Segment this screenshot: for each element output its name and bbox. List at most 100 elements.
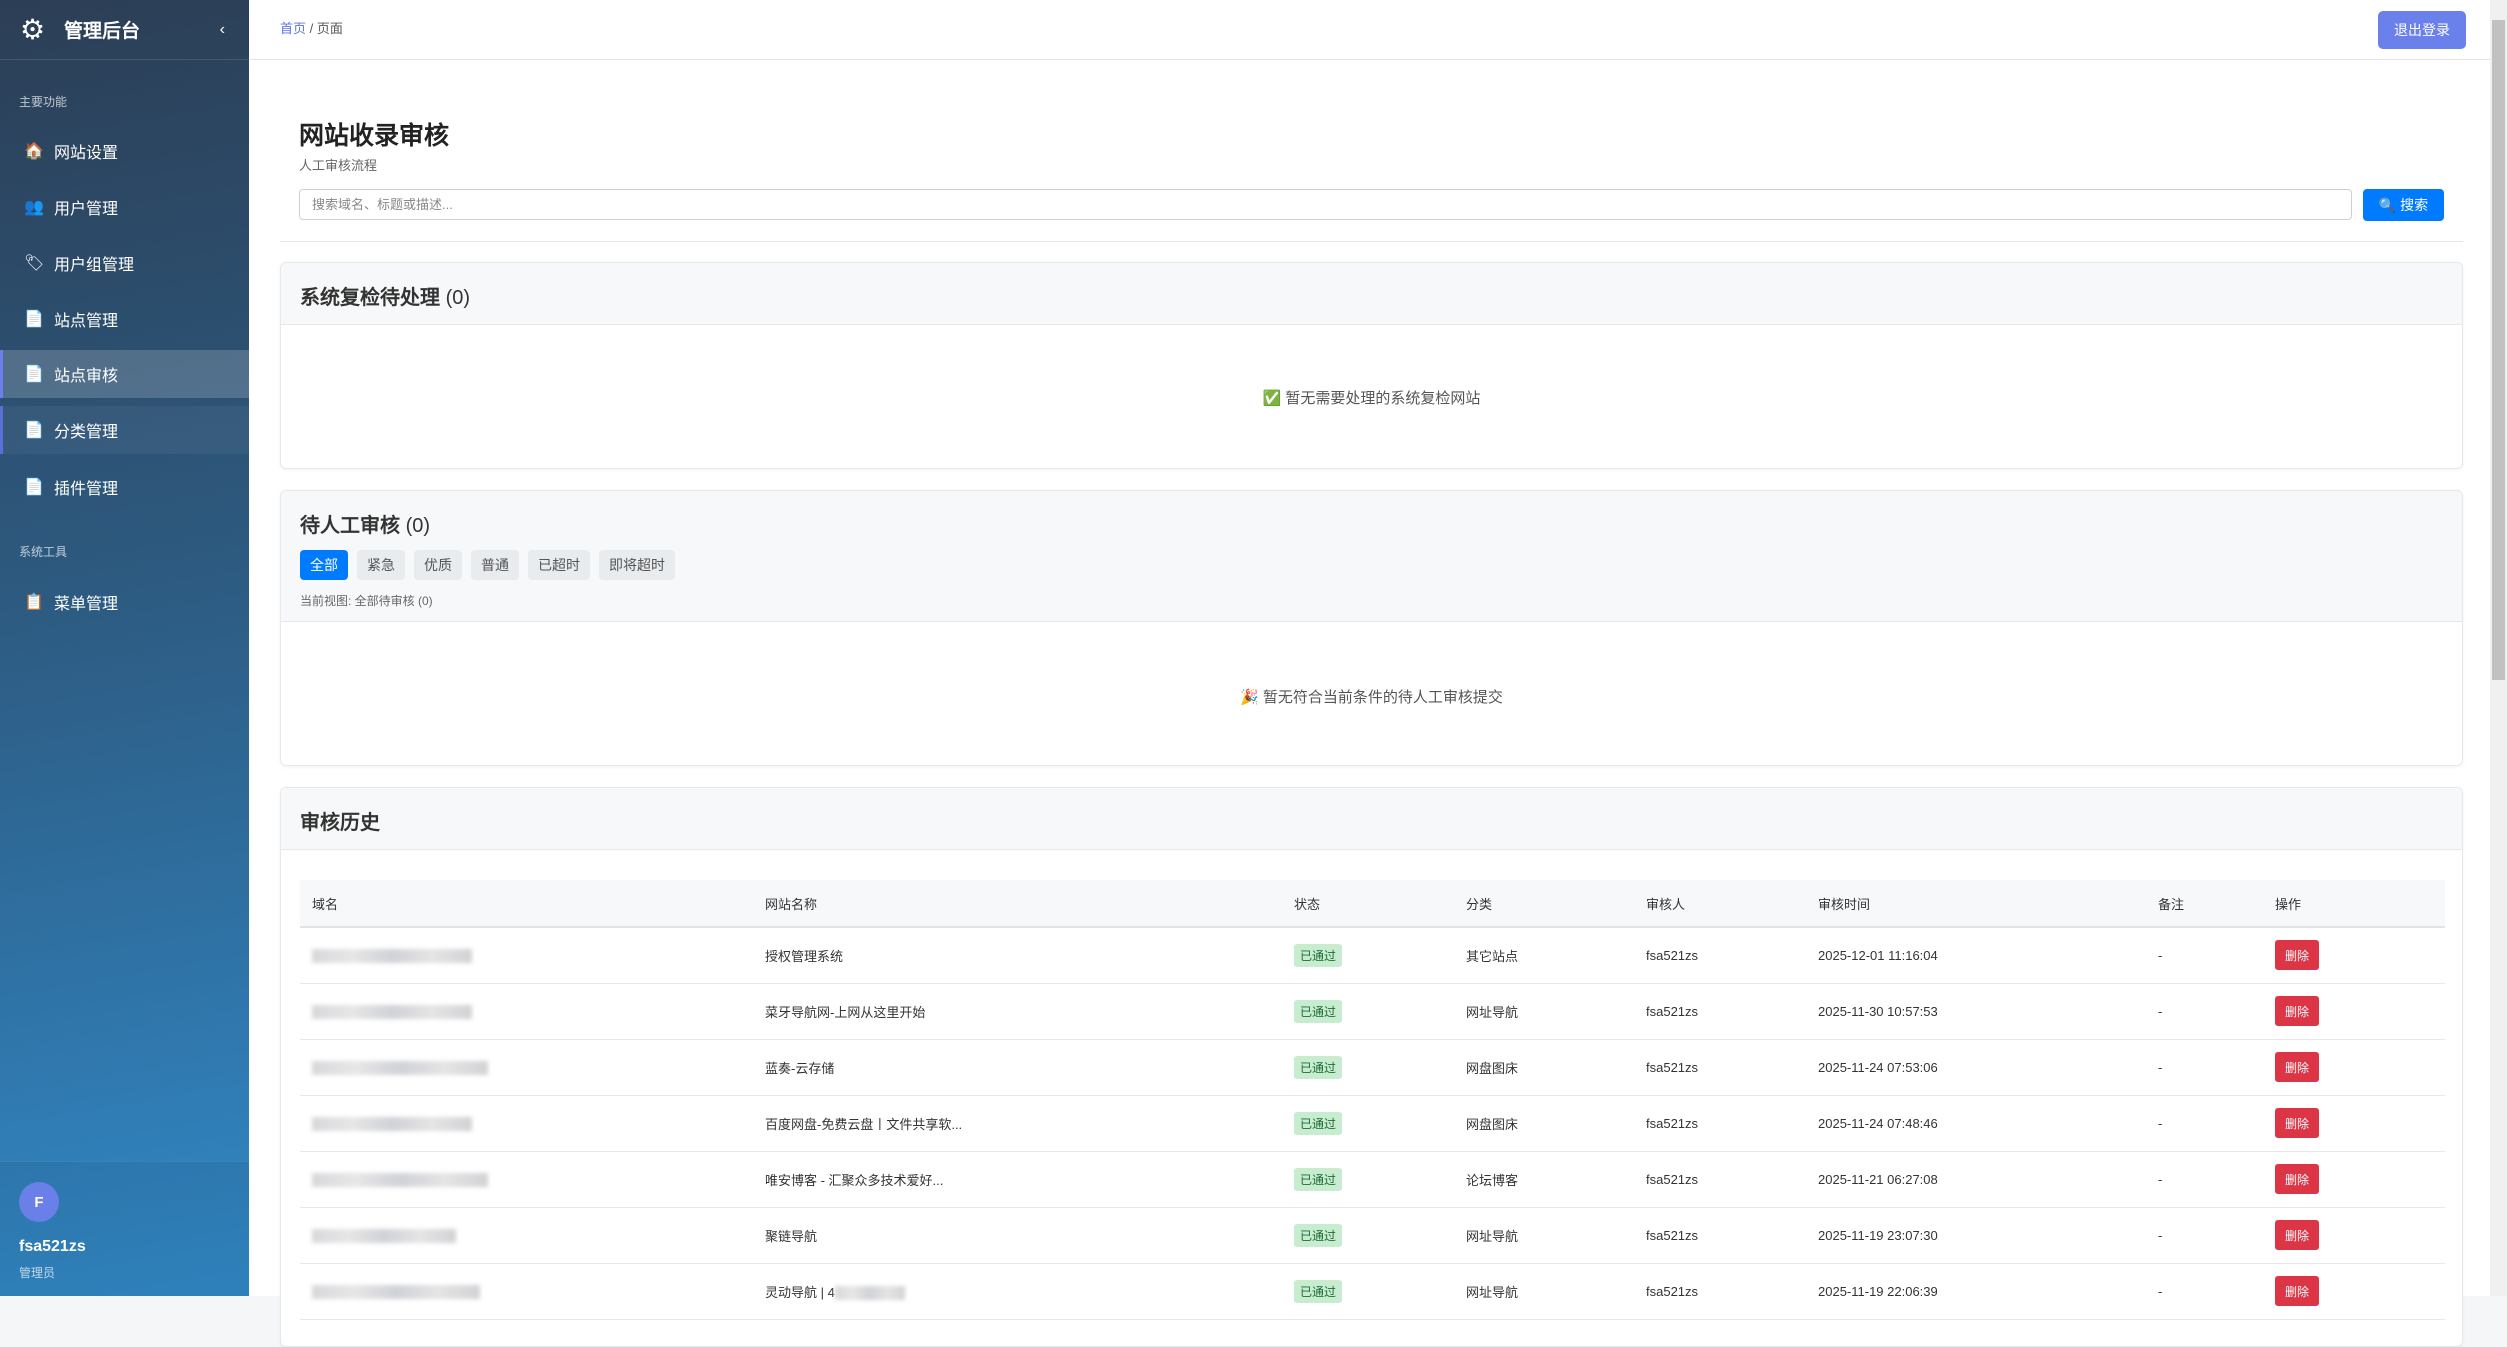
reviewer-cell: fsa521zs <box>1634 1095 1806 1152</box>
review-time-cell: 2025-11-30 10:57:53 <box>1806 983 2146 1040</box>
status-cell: 已通过 <box>1282 1039 1454 1096</box>
sidebar-item-sites[interactable]: 📄 站点管理 <box>0 296 249 341</box>
site-name: 蓝奏-云存储 <box>765 1060 835 1076</box>
history-table: 域名 网站名称 状态 分类 审核人 审核时间 备注 操作 授权管理系统 已通过 其它… <box>300 880 2445 1320</box>
action-cell: 删除 <box>2263 983 2445 1040</box>
status-badge: 已通过 <box>1294 1111 1343 1135</box>
sidebar-item-plugins[interactable]: 📄 插件管理 <box>0 464 249 509</box>
action-cell: 删除 <box>2263 927 2445 984</box>
review-time-cell: 2025-11-19 23:07:30 <box>1806 1207 2146 1264</box>
sidebar-item-label: 用户管理 <box>54 200 119 218</box>
sidebar-item-label: 分类管理 <box>54 424 119 441</box>
site-name: 唯安博客 - 汇聚众多技术爱好... <box>765 1172 944 1188</box>
filter-group: 全部 紧急 优质 普通 已超时 即将超时 <box>300 550 2443 580</box>
collapse-sidebar-icon[interactable]: ‹ <box>219 20 225 38</box>
recheck-empty-message: ✅ 暂无需要处理的系统复检网站 <box>1262 390 1481 407</box>
delete-button[interactable]: 删除 <box>2275 1164 2319 1194</box>
domain-cell <box>300 1207 753 1264</box>
redacted-domain <box>312 1004 472 1019</box>
site-name-cell: 聚链导航 <box>753 1207 1282 1264</box>
breadcrumb-current: 页面 <box>316 21 343 36</box>
sidebar-item-site-settings[interactable]: 🏠 网站设置 <box>0 128 249 173</box>
home-icon: 🏠 <box>24 142 44 160</box>
sidebar-item-user-groups[interactable]: 🏷 用户组管理 <box>0 240 249 285</box>
current-view-label: 当前视图: 全部待审核 (0) <box>300 594 433 608</box>
delete-button[interactable]: 删除 <box>2275 1108 2319 1138</box>
logout-button[interactable]: 退出登录 <box>2378 11 2466 49</box>
gear-icon: ⚙ <box>20 14 46 45</box>
category-cell: 网址导航 <box>1454 1207 1634 1264</box>
reviewer-cell: fsa521zs <box>1634 1207 1806 1264</box>
filter-urgent[interactable]: 紧急 <box>357 550 405 580</box>
scrollbar-thumb[interactable] <box>2492 20 2505 680</box>
col-domain: 域名 <box>300 880 753 928</box>
review-time-cell: 2025-11-21 06:27:08 <box>1806 1151 2146 1208</box>
category-cell: 其它站点 <box>1454 927 1634 984</box>
site-name-cell: 灵动导航 | 4 <box>753 1263 1282 1320</box>
breadcrumb-separator: / <box>309 21 314 36</box>
action-cell: 删除 <box>2263 1263 2445 1320</box>
delete-button[interactable]: 删除 <box>2275 1276 2319 1306</box>
manual-review-header: 待人工审核 (0) 全部 紧急 优质 普通 已超时 即将超时 当前视图: 全部待… <box>281 491 2462 622</box>
site-name-cell: 菜牙导航网-上网从这里开始 <box>753 983 1282 1040</box>
tag-icon: 🏷 <box>24 254 45 272</box>
note-cell: - <box>2146 983 2263 1040</box>
col-action: 操作 <box>2263 880 2445 928</box>
sidebar-item-label: 用户组管理 <box>54 256 135 274</box>
search-button[interactable]: 🔍 搜索 <box>2363 189 2444 221</box>
reviewer-cell: fsa521zs <box>1634 1039 1806 1096</box>
site-name: 菜牙导航网-上网从这里开始 <box>765 1004 926 1020</box>
col-category: 分类 <box>1454 880 1634 928</box>
delete-button[interactable]: 删除 <box>2275 1052 2319 1082</box>
manual-review-card: 待人工审核 (0) 全部 紧急 优质 普通 已超时 即将超时 当前视图: 全部待… <box>280 490 2463 766</box>
category-cell: 网盘图床 <box>1454 1039 1634 1096</box>
status-cell: 已通过 <box>1282 927 1454 984</box>
table-row: 百度网盘-免费云盘丨文件共享软... 已通过 网盘图床 fsa521zs 2025-11… <box>300 1095 2445 1152</box>
site-name-cell: 授权管理系统 <box>753 927 1282 984</box>
history-title: 审核历史 <box>300 812 380 834</box>
action-cell: 删除 <box>2263 1095 2445 1152</box>
filter-all[interactable]: 全部 <box>300 550 348 580</box>
manual-review-title: 待人工审核 (0) <box>300 515 431 537</box>
delete-button[interactable]: 删除 <box>2275 996 2319 1026</box>
site-name: 聚链导航 <box>765 1228 818 1244</box>
recheck-header: 系统复检待处理 (0) <box>281 263 2462 325</box>
site-name: 授权管理系统 <box>765 948 844 964</box>
sidebar-item-label: 站点管理 <box>54 312 119 330</box>
table-row: 菜牙导航网-上网从这里开始 已通过 网址导航 fsa521zs 2025-11-30 1… <box>300 983 2445 1040</box>
note-cell: - <box>2146 1151 2263 1208</box>
site-name-cell: 蓝奏-云存储 <box>753 1039 1282 1096</box>
status-cell: 已通过 <box>1282 1207 1454 1264</box>
sidebar-item-menus[interactable]: 📋 菜单管理 <box>0 579 249 624</box>
sidebar-logo: ⚙ 管理后台 ‹ <box>0 0 249 60</box>
filter-timeout[interactable]: 已超时 <box>528 550 590 580</box>
sidebar-item-users[interactable]: 👥 用户管理 <box>0 184 249 229</box>
divider <box>280 241 2463 242</box>
filter-quality[interactable]: 优质 <box>414 550 462 580</box>
delete-button[interactable]: 删除 <box>2275 1220 2319 1250</box>
domain-cell <box>300 983 753 1040</box>
sidebar-item-categories[interactable]: 📄 分类管理 <box>0 406 249 454</box>
site-name-cell: 百度网盘-免费云盘丨文件共享软... <box>753 1095 1282 1152</box>
category-cell: 网址导航 <box>1454 983 1634 1040</box>
redacted-domain <box>312 949 472 964</box>
sidebar-item-site-review[interactable]: 📄 站点审核 <box>0 350 249 398</box>
reviewer-cell: fsa521zs <box>1634 1263 1806 1320</box>
category-cell: 网盘图床 <box>1454 1095 1634 1152</box>
user-name: fsa521zs <box>19 1238 86 1255</box>
col-review-time: 审核时间 <box>1806 880 2146 928</box>
filter-near-timeout[interactable]: 即将超时 <box>599 550 675 580</box>
document-icon: 📄 <box>24 366 44 383</box>
breadcrumb-home[interactable]: 首页 <box>280 21 307 36</box>
delete-button[interactable]: 删除 <box>2275 940 2319 971</box>
sidebar-item-label: 菜单管理 <box>54 595 119 613</box>
search-input[interactable] <box>299 189 2352 220</box>
review-time-cell: 2025-11-19 22:06:39 <box>1806 1263 2146 1320</box>
action-cell: 删除 <box>2263 1151 2445 1208</box>
col-status: 状态 <box>1282 880 1454 928</box>
site-name-cell: 唯安博客 - 汇聚众多技术爱好... <box>753 1151 1282 1208</box>
sidebar: ⚙ 管理后台 ‹ 主要功能 🏠 网站设置 👥 用户管理 🏷 用户组管理 📄 站点管理 📄… <box>0 0 249 1296</box>
filter-normal[interactable]: 普通 <box>471 550 519 580</box>
user-role: 管理员 <box>19 1266 56 1280</box>
status-cell: 已通过 <box>1282 1263 1454 1320</box>
